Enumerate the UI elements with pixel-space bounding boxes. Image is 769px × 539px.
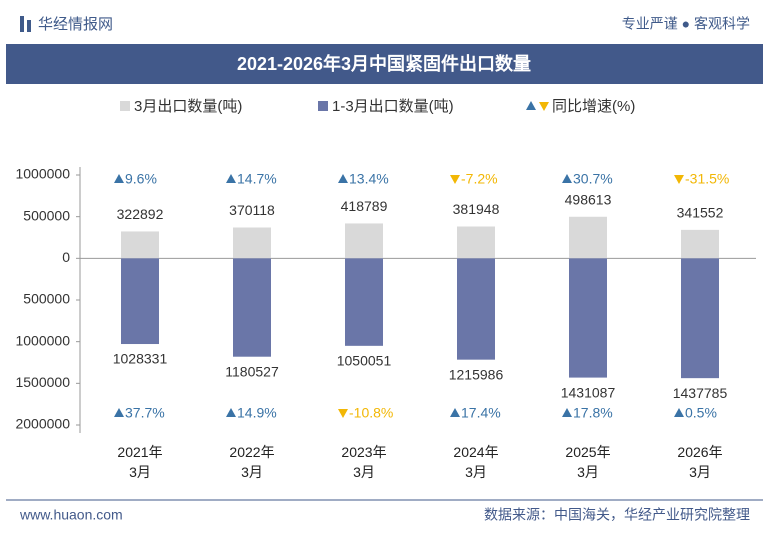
value-label: 1431087 [561, 384, 616, 400]
source: 数据来源：中国海关，华经产业研究院整理 [484, 507, 750, 523]
bar [457, 226, 495, 259]
y-tick-label: 0 [62, 249, 70, 265]
y-tick-label: 1500000 [15, 374, 70, 390]
x-tick-label: 2021年 3月 [117, 444, 163, 480]
legend-up [526, 101, 536, 110]
value-label: 1437785 [673, 385, 728, 401]
x-tick-label: 2026年 3月 [677, 444, 723, 480]
growth-label: 37.7% [125, 405, 165, 421]
y-tick-label: 500000 [23, 291, 70, 307]
logo-bar [20, 16, 24, 32]
growth-arrow [450, 408, 460, 417]
value-label: 1050051 [337, 353, 392, 369]
value-label: 341552 [677, 205, 724, 221]
growth-label: 17.8% [573, 405, 613, 421]
growth-label: -31.5% [685, 171, 729, 187]
bar [233, 227, 271, 259]
legend-label: 同比增速(%) [552, 98, 635, 115]
growth-label: 9.6% [125, 171, 157, 187]
growth-label: 17.4% [461, 405, 501, 421]
value-label: 370118 [229, 202, 275, 218]
value-label: 498613 [565, 191, 612, 207]
bar [233, 258, 271, 357]
growth-arrow [338, 409, 348, 418]
growth-label: -7.2% [461, 171, 498, 187]
x-tick-label: 2025年 3月 [565, 444, 611, 480]
growth-arrow [450, 175, 460, 184]
bar [345, 223, 383, 259]
value-label: 1215986 [449, 366, 504, 382]
growth-arrow [226, 174, 236, 183]
growth-arrow [226, 408, 236, 417]
growth-arrow [114, 408, 124, 417]
growth-label: 13.4% [349, 171, 389, 187]
growth-label: 14.9% [237, 405, 277, 421]
growth-arrow [338, 174, 348, 183]
y-tick-label: 1000000 [15, 332, 70, 348]
x-tick-label: 2022年 3月 [229, 444, 275, 480]
title-bar [6, 44, 763, 84]
value-label: 381948 [453, 201, 500, 217]
website: www.huaon.com [19, 507, 123, 523]
value-label: 1028331 [113, 351, 168, 367]
growth-label: 0.5% [685, 405, 717, 421]
bar [121, 258, 159, 345]
bar [457, 258, 495, 360]
growth-arrow [674, 408, 684, 417]
y-tick-label: 2000000 [15, 416, 70, 432]
bar [681, 229, 719, 259]
legend-swatch [318, 101, 328, 111]
x-tick-label: 2024年 3月 [453, 444, 499, 480]
legend-swatch [120, 101, 130, 111]
y-tick-label: 1000000 [15, 166, 70, 182]
value-label: 1180527 [225, 363, 279, 379]
bar [345, 258, 383, 346]
value-label: 322892 [117, 206, 164, 222]
chart-title: 2021-2026年3月中国紧固件出口数量 [237, 53, 531, 74]
growth-arrow [562, 174, 572, 183]
legend-label: 1-3月出口数量(吨) [332, 98, 454, 115]
bar [569, 258, 607, 378]
growth-arrow [114, 174, 124, 183]
bar [681, 258, 719, 379]
growth-arrow [562, 408, 572, 417]
logo-bar [27, 20, 31, 32]
bar [121, 231, 159, 259]
growth-arrow [674, 175, 684, 184]
legend-down [539, 102, 549, 111]
brand: 华经情报网 [38, 16, 113, 33]
legend-label: 3月出口数量(吨) [134, 98, 242, 115]
value-label: 418789 [341, 198, 388, 214]
bar [569, 216, 607, 259]
growth-label: 14.7% [237, 171, 277, 187]
growth-label: 30.7% [573, 171, 613, 187]
slogan: 专业严谨 ● 客观科学 [622, 16, 750, 32]
x-tick-label: 2023年 3月 [341, 444, 387, 480]
growth-label: -10.8% [349, 405, 393, 421]
y-tick-label: 500000 [23, 207, 70, 223]
